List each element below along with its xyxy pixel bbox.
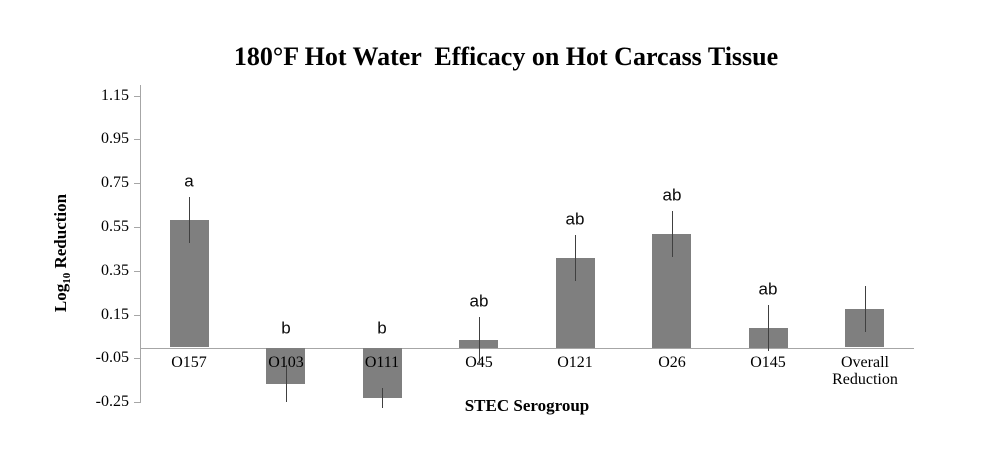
y-tick-mark [134, 358, 141, 359]
y-tick-label: 0.75 [101, 174, 129, 191]
y-tick-mark [134, 96, 141, 97]
sig-letter-o103: b [281, 318, 291, 338]
error-bar-o45 [479, 317, 480, 363]
y-tick-label: 0.35 [101, 262, 129, 279]
category-label-o26: O26 [658, 354, 686, 371]
chart-title: 180°F Hot Water Efficacy on Hot Carcass … [233, 42, 779, 71]
bar-o45 [459, 340, 498, 348]
sig-letter-o45: ab [469, 291, 489, 311]
y-tick-mark [134, 183, 141, 184]
y-tick-mark [134, 402, 141, 403]
x-axis-line [140, 348, 914, 349]
y-tick-label: 0.95 [101, 130, 129, 147]
sig-letter-o157: a [184, 171, 194, 191]
sig-letter-o111: b [377, 318, 387, 338]
error-bar-o121 [575, 235, 576, 281]
y-tick-mark [134, 271, 141, 272]
category-label-o145: O145 [750, 354, 786, 371]
y-tick-mark [134, 227, 141, 228]
x-axis-title: STEC Serogroup [464, 396, 590, 415]
bar-o103 [266, 348, 305, 384]
sig-letter-o145: ab [758, 279, 778, 299]
category-label-o45: O45 [465, 354, 493, 371]
y-axis-line [140, 85, 141, 403]
bar-overall-reduction [845, 309, 884, 347]
y-tick-label: -0.25 [95, 393, 129, 410]
category-label-o121: O121 [557, 354, 593, 371]
y-tick-mark [134, 139, 141, 140]
y-axis-title: Log10 Reduction [51, 194, 73, 312]
error-bar-o26 [672, 211, 673, 257]
category-label-o111: O111 [364, 354, 400, 371]
sig-letter-o26: ab [662, 185, 682, 205]
sig-letter-o121: ab [565, 209, 585, 229]
category-label-o103: O103 [268, 354, 304, 371]
bar-o26 [652, 234, 691, 348]
y-tick-label: 1.15 [101, 87, 129, 104]
y-tick-mark [134, 315, 141, 316]
error-bar-o145 [768, 305, 769, 351]
error-bar-o157 [189, 197, 190, 243]
category-label-overall-reduction: Overall Reduction [832, 354, 898, 388]
y-tick-label: 0.55 [101, 218, 129, 235]
y-tick-label: -0.05 [95, 349, 129, 366]
category-label-o157: O157 [171, 354, 207, 371]
error-bar-o103 [286, 365, 287, 402]
error-bar-o111 [382, 388, 383, 408]
error-bar-overall-reduction [865, 286, 866, 332]
y-tick-label: 0.15 [101, 306, 129, 323]
